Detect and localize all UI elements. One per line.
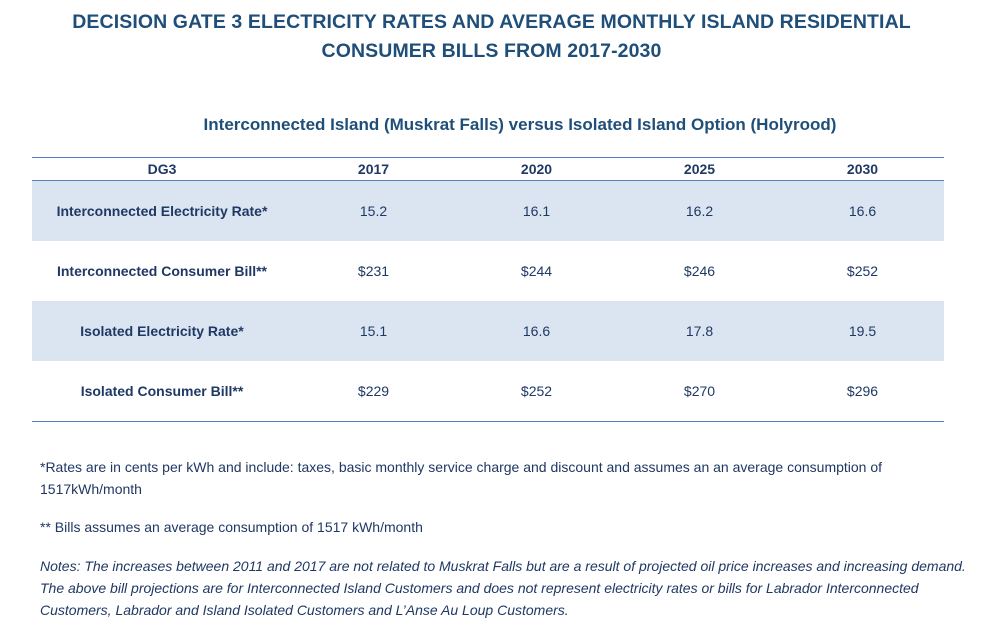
row-label: Isolated Electricity Rate* <box>32 301 292 361</box>
general-notes: Notes: The increases between 2011 and 20… <box>40 558 966 618</box>
header-2020: 2020 <box>455 157 618 181</box>
page-title-line-1: DECISION GATE 3 ELECTRICITY RATES AND AV… <box>72 11 911 33</box>
row-label: Interconnected Electricity Rate* <box>32 180 292 241</box>
bills-footnote: ** Bills assumes an average consumption … <box>40 519 423 535</box>
table-cell: $270 <box>618 361 781 422</box>
table-cell: 16.6 <box>781 180 944 241</box>
page-title-line-2: CONSUMER BILLS FROM 2017-2030 <box>321 40 662 62</box>
table-row: Isolated Electricity Rate* 15.1 16.6 17.… <box>32 301 944 361</box>
table-cell: $252 <box>846 263 879 279</box>
table-cell: 15.1 <box>292 301 455 361</box>
header-2017: 2017 <box>292 157 455 181</box>
rates-table: DG3 2017 2020 2025 2030 Interconnected E… <box>32 157 944 422</box>
table-cell: 17.8 <box>618 301 781 361</box>
table-header-row: DG3 2017 2020 2025 2030 <box>32 157 944 181</box>
row-label: Interconnected Consumer Bill** <box>56 263 268 279</box>
rates-footnote: *Rates are in cents per kWh and include:… <box>40 459 883 497</box>
row-label: Isolated Consumer Bill** <box>32 361 292 422</box>
table-cell: 19.5 <box>781 301 944 361</box>
table-cell: 15.2 <box>292 180 455 241</box>
header-2025: 2025 <box>618 157 781 181</box>
table-row: Isolated Consumer Bill** $229 $252 $270 … <box>32 361 944 422</box>
header-dg3: DG3 <box>32 157 292 181</box>
table-row: Interconnected Consumer Bill** $231 $244… <box>32 241 944 301</box>
page-title: DECISION GATE 3 ELECTRICITY RATES AND AV… <box>0 8 983 66</box>
table-cell: 16.2 <box>618 180 781 241</box>
table-cell: 16.1 <box>455 180 618 241</box>
table-cell: $246 <box>683 263 716 279</box>
table-cell: $244 <box>520 263 553 279</box>
header-2030: 2030 <box>781 157 944 181</box>
table-cell: $252 <box>455 361 618 422</box>
table-cell: $296 <box>781 361 944 422</box>
table-subtitle: Interconnected Island (Muskrat Falls) ve… <box>203 115 837 134</box>
table-cell: $229 <box>292 361 455 422</box>
table-row: Interconnected Electricity Rate* 15.2 16… <box>32 180 944 241</box>
table-cell: $231 <box>357 263 390 279</box>
table-cell: 16.6 <box>455 301 618 361</box>
